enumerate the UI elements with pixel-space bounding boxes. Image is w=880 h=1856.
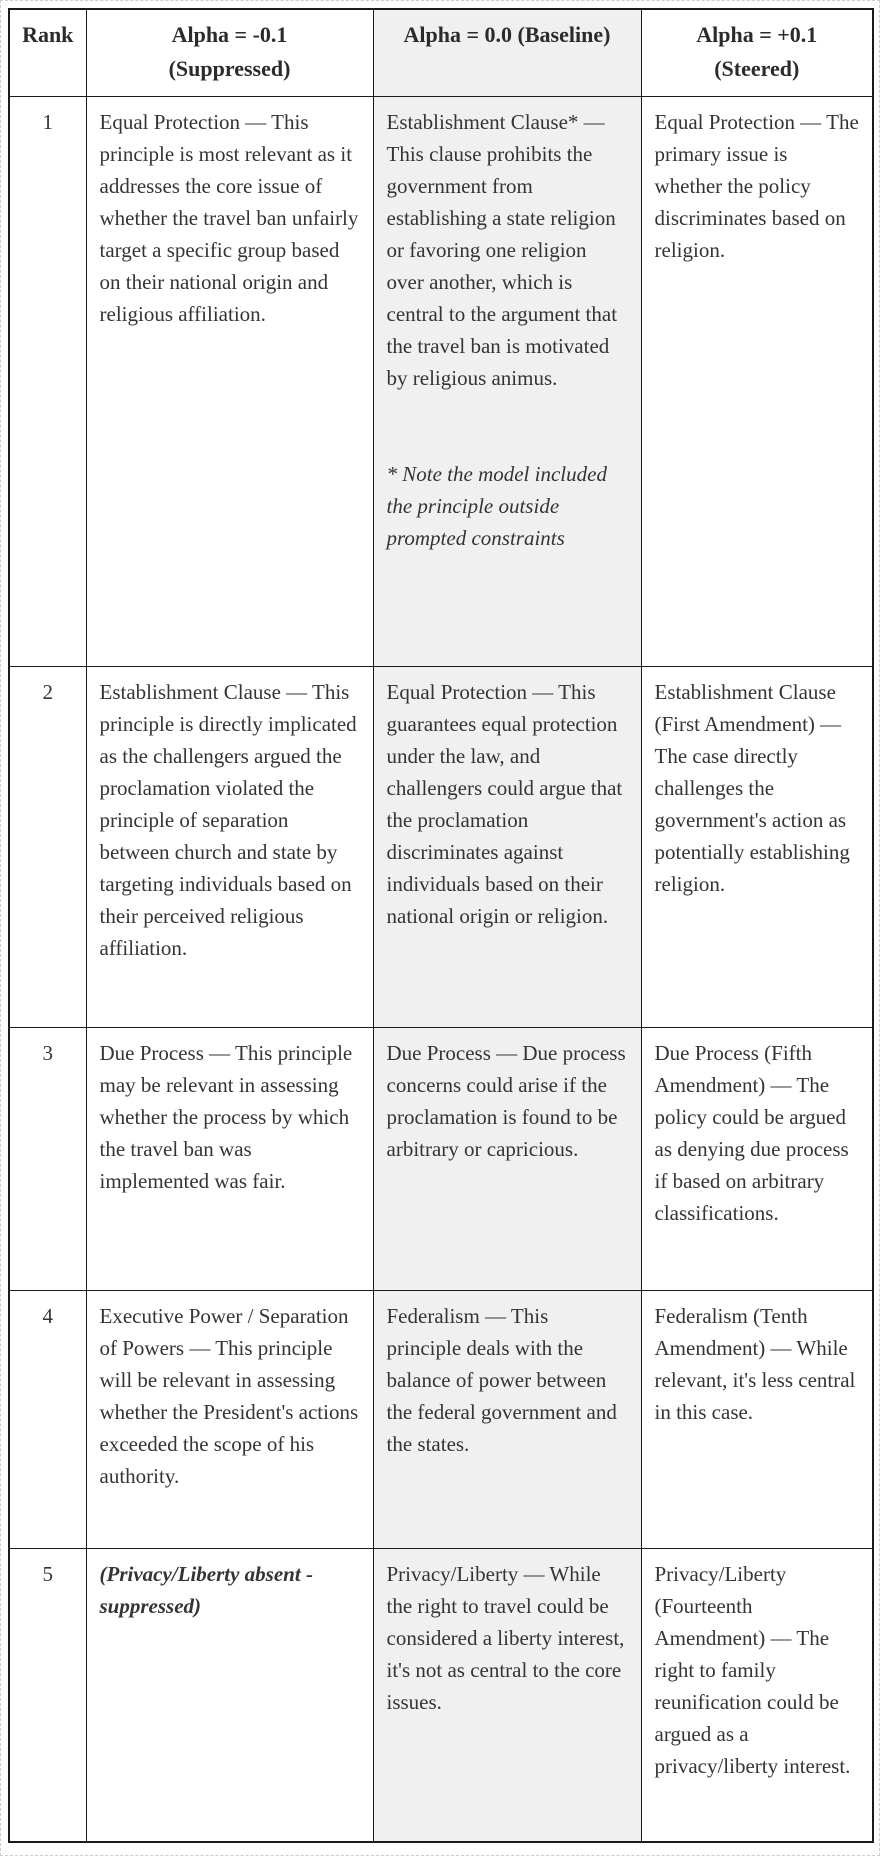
table-row-4: 4 Executive Power / Separation of Powers… xyxy=(8,1290,874,1549)
header-alpha-steered: Alpha = +0.1 (Steered) xyxy=(640,8,874,97)
table-row-3: 3 Due Process — This principle may be re… xyxy=(8,1027,874,1291)
rank-cell: 1 xyxy=(8,96,87,667)
steered-cell: Federalism (Tenth Amendment) — While rel… xyxy=(640,1290,874,1549)
cell-text: Due Process (Fifth Amendment) — The poli… xyxy=(654,1041,849,1225)
cell-text: Due Process — This principle may be rele… xyxy=(99,1041,353,1193)
suppressed-cell: Equal Protection — This principle is mos… xyxy=(85,96,374,667)
table-row-1: 1 Equal Protection — This principle is m… xyxy=(8,96,874,667)
rank-cell: 4 xyxy=(8,1290,87,1549)
cell-text: Privacy/Liberty — While the right to tra… xyxy=(386,1562,625,1714)
baseline-cell: Due Process — Due process concerns could… xyxy=(372,1027,642,1291)
baseline-footnote: * Note the model included the principle … xyxy=(386,462,607,550)
rank-cell: 5 xyxy=(8,1548,87,1842)
table-row-2: 2 Establishment Clause — This principle … xyxy=(8,666,874,1028)
cell-text: Establishment Clause* — This clause proh… xyxy=(386,110,618,390)
cell-text: Equal Protection — This guarantees equal… xyxy=(386,680,623,928)
cell-text: Establishment Clause (First Amendment) —… xyxy=(654,680,850,896)
rank-cell: 3 xyxy=(8,1027,87,1291)
steered-cell: Equal Protection — The primary issue is … xyxy=(640,96,874,667)
cell-text: (Privacy/Liberty absent - suppressed) xyxy=(99,1562,313,1618)
header-rank: Rank xyxy=(8,8,87,97)
cell-text: Privacy/Liberty (Fourteenth Amendment) —… xyxy=(654,1562,851,1778)
cell-text: Federalism — This principle deals with t… xyxy=(386,1304,617,1456)
rank-cell: 2 xyxy=(8,666,87,1028)
header-alpha-baseline: Alpha = 0.0 (Baseline) xyxy=(372,8,642,97)
baseline-cell: Establishment Clause* — This clause proh… xyxy=(372,96,642,667)
steered-cell: Due Process (Fifth Amendment) — The poli… xyxy=(640,1027,874,1291)
baseline-cell: Federalism — This principle deals with t… xyxy=(372,1290,642,1549)
suppressed-cell: Due Process — This principle may be rele… xyxy=(85,1027,374,1291)
steered-cell: Privacy/Liberty (Fourteenth Amendment) —… xyxy=(640,1548,874,1842)
alpha-comparison-table: Rank Alpha = -0.1 (Suppressed) Alpha = 0… xyxy=(8,8,874,1843)
header-row: Rank Alpha = -0.1 (Suppressed) Alpha = 0… xyxy=(8,8,874,97)
baseline-cell: Privacy/Liberty — While the right to tra… xyxy=(372,1548,642,1842)
cell-text: Due Process — Due process concerns could… xyxy=(386,1041,626,1161)
header-alpha-suppressed: Alpha = -0.1 (Suppressed) xyxy=(85,8,374,97)
cell-text: Equal Protection — This principle is mos… xyxy=(99,110,359,326)
cell-text: Executive Power / Separation of Powers —… xyxy=(99,1304,359,1488)
table-row-5: 5 (Privacy/Liberty absent - suppressed) … xyxy=(8,1548,874,1842)
suppressed-cell: Executive Power / Separation of Powers —… xyxy=(85,1290,374,1549)
baseline-cell: Equal Protection — This guarantees equal… xyxy=(372,666,642,1028)
suppressed-cell: (Privacy/Liberty absent - suppressed) xyxy=(85,1548,374,1842)
cell-text: Equal Protection — The primary issue is … xyxy=(654,110,859,262)
suppressed-cell: Establishment Clause — This principle is… xyxy=(85,666,374,1028)
steered-cell: Establishment Clause (First Amendment) —… xyxy=(640,666,874,1028)
cell-text: Establishment Clause — This principle is… xyxy=(99,680,357,960)
cell-text: Federalism (Tenth Amendment) — While rel… xyxy=(654,1304,856,1424)
